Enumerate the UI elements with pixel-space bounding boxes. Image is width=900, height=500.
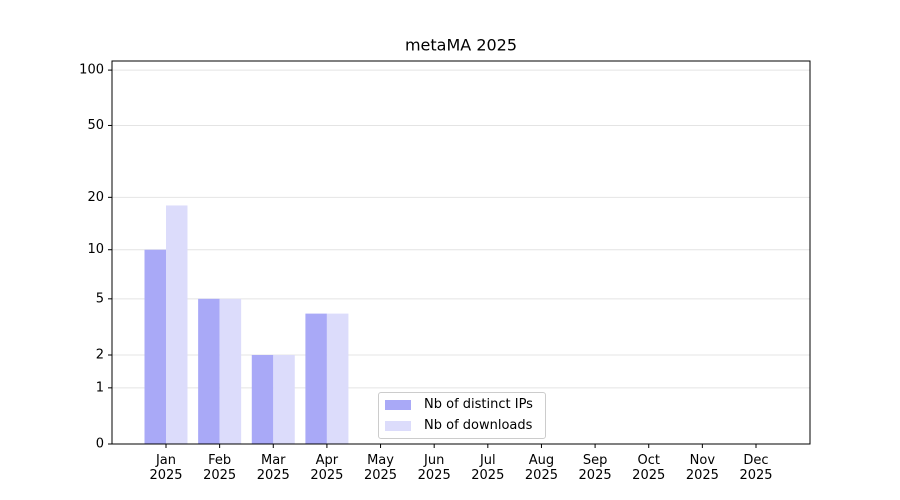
x-tick-label: Mar 2025 bbox=[256, 453, 290, 483]
legend-entry: Nb of distinct IPs bbox=[385, 397, 533, 412]
legend-swatch bbox=[385, 420, 411, 431]
bar bbox=[273, 354, 295, 444]
chart-title: metaMA 2025 bbox=[405, 36, 517, 55]
y-tick-label: 10 bbox=[87, 242, 104, 257]
bar bbox=[326, 313, 349, 444]
x-tick-label: Feb 2025 bbox=[203, 453, 237, 483]
y-tick-label: 50 bbox=[87, 118, 104, 133]
x-tick-label: Jul 2025 bbox=[471, 453, 505, 483]
x-tick-label: Sep 2025 bbox=[578, 453, 612, 483]
bar bbox=[219, 298, 242, 444]
x-tick-label: Jan 2025 bbox=[149, 453, 183, 483]
y-tick-label: 20 bbox=[87, 190, 104, 205]
x-tick-label: Jun 2025 bbox=[417, 453, 451, 483]
legend-label: Nb of downloads bbox=[424, 418, 533, 433]
legend-entry: Nb of downloads bbox=[385, 418, 532, 433]
x-tick-label: Aug 2025 bbox=[524, 453, 558, 483]
y-tick-label: 100 bbox=[79, 63, 104, 78]
bar bbox=[144, 249, 166, 444]
x-tick-label: Apr 2025 bbox=[310, 453, 344, 483]
plot-frame bbox=[111, 60, 811, 445]
x-tick-label: Nov 2025 bbox=[685, 453, 719, 483]
y-tick-label: 0 bbox=[96, 437, 104, 452]
x-tick-label: Dec 2025 bbox=[739, 453, 773, 483]
legend-label: Nb of distinct IPs bbox=[424, 397, 533, 412]
y-tick-label: 2 bbox=[96, 347, 104, 362]
bar bbox=[198, 298, 220, 444]
bar bbox=[305, 313, 327, 444]
legend-swatch bbox=[385, 399, 411, 410]
bar bbox=[166, 205, 188, 444]
x-tick-label: May 2025 bbox=[363, 453, 398, 483]
x-tick-label: Oct 2025 bbox=[632, 453, 666, 483]
legend: Nb of distinct IPs Nb of downloads bbox=[378, 392, 546, 439]
y-tick-label: 5 bbox=[96, 291, 104, 306]
bar bbox=[251, 354, 274, 444]
y-tick-label: 1 bbox=[96, 380, 104, 395]
